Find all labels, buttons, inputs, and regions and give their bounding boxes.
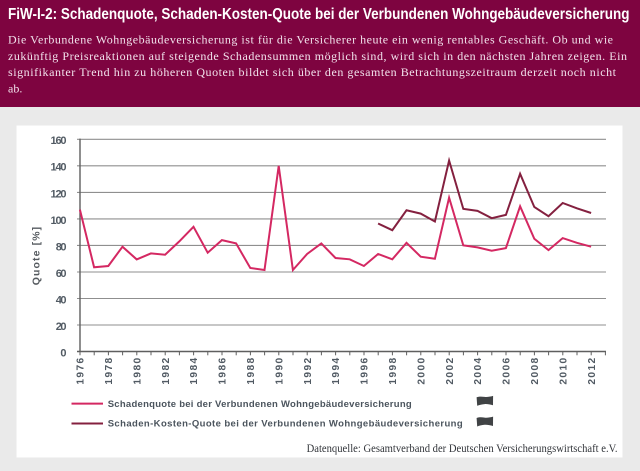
svg-text:1978: 1978	[104, 357, 115, 385]
svg-text:signifikanter Trend hin zu höh: signifikanter Trend hin zu höheren Quote…	[8, 65, 617, 79]
svg-text:1980: 1980	[132, 357, 143, 385]
svg-text:40: 40	[56, 294, 67, 306]
svg-text:1994: 1994	[331, 357, 342, 385]
svg-text:2004: 2004	[473, 357, 484, 385]
svg-text:2006: 2006	[502, 356, 513, 384]
svg-text:1992: 1992	[303, 357, 314, 385]
svg-text:2000: 2000	[416, 357, 427, 385]
svg-text:2008: 2008	[530, 357, 541, 385]
svg-text:1982: 1982	[161, 357, 172, 385]
svg-text:20: 20	[56, 321, 67, 333]
svg-text:120: 120	[51, 188, 67, 200]
svg-text:1976: 1976	[76, 357, 87, 385]
svg-text:zukünftig Preisreaktionen auf: zukünftig Preisreaktionen auf steigende …	[8, 49, 627, 63]
svg-text:1984: 1984	[189, 357, 200, 385]
svg-text:160: 160	[51, 135, 67, 147]
svg-text:Die Verbundene Wohngebäudevers: Die Verbundene Wohngebäudeversicherung i…	[8, 33, 613, 47]
svg-text:Schaden-Kosten-Quote bei der V: Schaden-Kosten-Quote bei der Verbundenen…	[108, 419, 463, 430]
svg-text:2012: 2012	[587, 357, 598, 385]
svg-text:Schadenquote bei der Verbunde: Schadenquote bei der Verbundenen Wohngeb…	[108, 399, 412, 410]
svg-text:1990: 1990	[274, 357, 285, 385]
svg-text:60: 60	[56, 268, 67, 280]
svg-text:FiW-I-2: Schadenquote, Schaden: FiW-I-2: Schadenquote, Schaden-Kosten-Qu…	[8, 6, 630, 23]
svg-text:100: 100	[51, 215, 67, 227]
svg-text:140: 140	[51, 162, 67, 174]
svg-text:1996: 1996	[360, 357, 371, 385]
svg-text:1998: 1998	[388, 357, 399, 385]
svg-text:1986: 1986	[218, 357, 229, 385]
svg-text:80: 80	[56, 241, 67, 253]
svg-text:2010: 2010	[558, 357, 569, 385]
svg-text:1988: 1988	[246, 357, 257, 385]
svg-text:2002: 2002	[445, 357, 456, 385]
svg-text:Quote [%]: Quote [%]	[31, 226, 43, 285]
svg-text:0: 0	[60, 347, 66, 359]
svg-text:ab.: ab.	[8, 81, 22, 95]
svg-text:Datenquelle: Gesamtverband der: Datenquelle: Gesamtverband der Deutschen…	[307, 443, 618, 455]
